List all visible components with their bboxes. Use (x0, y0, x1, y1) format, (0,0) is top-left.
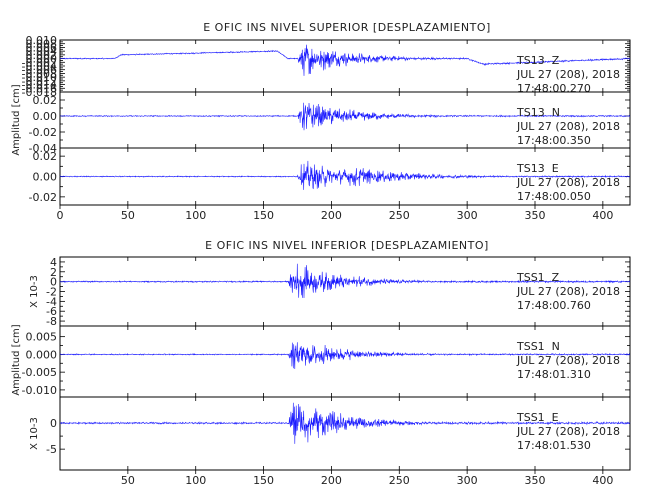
y-tick-label: 0.000 (26, 53, 58, 66)
waveform-trace (59, 160, 631, 190)
y-tick-label: 0.004 (26, 45, 58, 58)
x-tick-label: 300 (457, 209, 478, 222)
y-tick-label: -0.014 (22, 79, 57, 92)
y-tick-label: 0.02 (33, 94, 58, 107)
y-tick-label: -0.010 (22, 384, 57, 397)
y-tick-label: -5 (46, 443, 57, 456)
y-tick-label: -0.04 (29, 142, 57, 155)
y-scale-label: X 10-3 (29, 275, 40, 308)
x-tick-label: 0 (57, 209, 64, 222)
y-tick-label: 0.008 (26, 38, 58, 51)
x-tick-label: 350 (525, 474, 546, 487)
y-tick-label: 0.00 (33, 171, 58, 184)
y-tick-label: 2 (50, 266, 57, 279)
time-label: 17:48:01.310 (517, 368, 591, 381)
y-tick-label: -0.008 (22, 67, 57, 80)
x-tick-label: 50 (121, 209, 135, 222)
y-tick-label: -0.02 (29, 191, 57, 204)
y-tick-label: -2 (46, 286, 57, 299)
upper-station-panels: 0.0100.0080.0060.0040.0020.000-0.002-0.0… (22, 34, 631, 222)
chart-title-upper: E OFIC INS NIVEL SUPERIOR [DESPLAZAMIENT… (203, 21, 491, 34)
y-axis-label-upper: Amplitud [cm] (11, 84, 22, 155)
x-tick-label: 200 (321, 209, 342, 222)
channel-label: TSS1 E (516, 411, 559, 424)
x-tick-label: 50 (121, 474, 135, 487)
x-tick-label: 400 (592, 474, 613, 487)
y-tick-label: 0.010 (26, 34, 58, 47)
y-tick-label: 0 (50, 276, 57, 289)
y-tick-label: 0.000 (26, 348, 58, 361)
time-label: 17:48:01.530 (517, 439, 591, 452)
y-tick-label: -0.018 (22, 86, 57, 99)
date-label: JUL 27 (208), 2018 (516, 354, 620, 367)
channel-label: TS13 N (516, 106, 560, 119)
x-tick-label: 400 (592, 209, 613, 222)
x-tick-label: 150 (253, 474, 274, 487)
x-tick-label: 250 (389, 474, 410, 487)
x-tick-label: 200 (321, 474, 342, 487)
x-tick-label: 350 (525, 209, 546, 222)
time-label: 17:48:00.050 (517, 190, 591, 203)
y-tick-label: -0.02 (29, 126, 57, 139)
y-tick-label: -6 (46, 305, 57, 318)
channel-label: TSS1 N (516, 340, 560, 353)
time-label: 17:48:00.350 (517, 134, 591, 147)
x-tick-label: 150 (253, 209, 274, 222)
y-tick-label: -0.010 (22, 71, 57, 84)
channel-label: TS13 E (516, 162, 559, 175)
y-tick-label: 0.02 (33, 150, 58, 163)
x-tick-label: 100 (185, 474, 206, 487)
time-label: 17:48:00.760 (517, 299, 591, 312)
waveform-trace (59, 402, 631, 444)
date-label: JUL 27 (208), 2018 (516, 285, 620, 298)
y-tick-label: 4 (50, 256, 57, 269)
y-tick-label: 0.00 (33, 110, 58, 123)
y-tick-label: 0.005 (26, 331, 58, 344)
y-tick-label: -0.006 (22, 64, 57, 77)
y-axis-label-lower: Amplitud [cm] (11, 324, 22, 395)
waveform-trace (59, 342, 631, 370)
waveform-trace (59, 102, 631, 131)
date-label: JUL 27 (208), 2018 (516, 68, 620, 81)
chart-title-lower: E OFIC INS NIVEL INFERIOR [DESPLAZAMIENT… (205, 239, 489, 252)
waveform-trace (59, 44, 631, 76)
x-tick-label: 300 (457, 474, 478, 487)
y-tick-label: -8 (46, 315, 57, 328)
date-label: JUL 27 (208), 2018 (516, 120, 620, 133)
panel-frame (59, 396, 631, 471)
date-label: JUL 27 (208), 2018 (516, 425, 620, 438)
time-label: 17:48:00.270 (517, 82, 591, 95)
y-tick-label: -0.016 (22, 82, 57, 95)
y-tick-label: 0.006 (26, 41, 58, 54)
channel-label: TS13 Z (516, 54, 560, 67)
y-scale-label: X 10-3 (29, 417, 40, 450)
y-tick-label: 0 (50, 417, 57, 430)
x-tick-label: 100 (185, 209, 206, 222)
waveform-trace (59, 263, 631, 299)
y-tick-label: -0.002 (22, 56, 57, 69)
channel-label: TSS1 Z (516, 271, 560, 284)
y-tick-label: -0.012 (22, 75, 57, 88)
y-tick-label: -4 (46, 295, 57, 308)
y-tick-label: 0.002 (26, 49, 58, 62)
date-label: JUL 27 (208), 2018 (516, 176, 620, 189)
x-tick-label: 250 (389, 209, 410, 222)
trace-panel-0-0: 0.0100.0080.0060.0040.0020.000-0.002-0.0… (22, 34, 631, 99)
y-tick-label: -0.005 (22, 366, 57, 379)
y-tick-label: -0.004 (22, 60, 57, 73)
